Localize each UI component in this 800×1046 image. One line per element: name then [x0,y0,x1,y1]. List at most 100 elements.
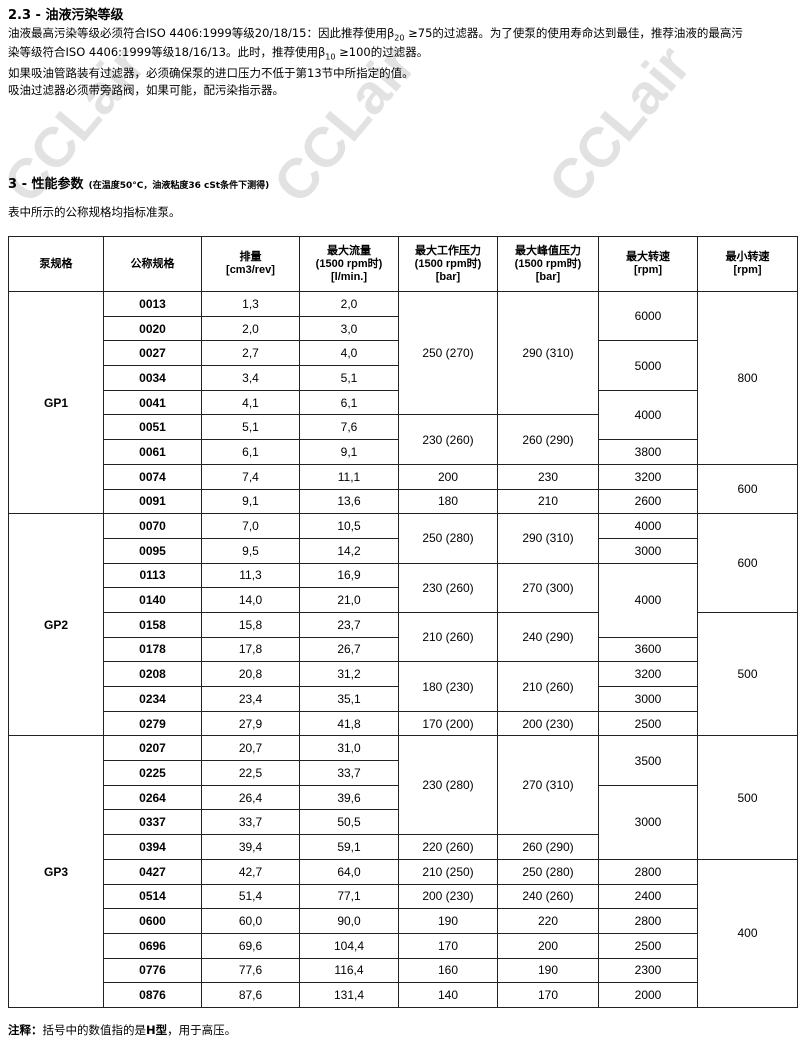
work-pressure-cell: 200 [398,463,498,490]
header-line: [cm3/rev] [226,264,275,276]
nominal-size-cell: 0091 [103,488,202,515]
footnote: 注释：括号中的数值指的是H型，用于高压。 [8,1023,237,1037]
section-3-heading: 3 - 性能参数 (在温度50°C，油液粘度36 cSt条件下测得) [8,173,269,192]
max-flow-cell: 11,1 [299,463,399,490]
section-2-3-title: 2.3 - 油液污染等级 [8,8,124,23]
table-row: GP3 0207 20,7 31,0 230 (280) 270 (310) 3500 500 [8,735,798,1008]
max-flow-cell: 4,0 [299,340,399,367]
max-flow-cell: 35,1 [299,686,399,712]
min-speed-cell: 500 [697,735,798,860]
max-flow-cell: 31,2 [299,661,399,687]
displacement-cell: 9,5 [201,537,300,564]
displacement-cell: 5,1 [201,414,300,441]
table-header-row: 泵规格 公称规格 排量 [cm3/rev] 最大流量 (1500 rpm时) [l/min.… [8,236,798,292]
nominal-size-cell: 0061 [103,439,202,465]
max-flow-cell: 104,4 [299,932,399,959]
min-speed-cell: 800 [697,291,798,465]
nominal-size-cell: 0207 [103,735,202,762]
work-pressure-cell: 250 (280) [398,513,498,564]
peak-pressure-cell: 240 (290) [497,611,599,663]
max-flow-cell: 5,1 [299,365,399,391]
section-3-condition: (在温度50°C，油液粘度36 cSt条件下测得) [88,181,270,191]
max-flow-cell: 3,0 [299,315,399,342]
max-speed-cell: 3200 [598,463,698,490]
nominal-size-cell: 0020 [103,315,202,342]
displacement-cell: 15,8 [201,611,300,638]
nominal-size-cell: 0051 [103,414,202,441]
max-flow-cell: 10,5 [299,513,399,539]
work-pressure-cell: 160 [398,957,498,984]
table-row: 0279 27,9 41,8 170 (200) 200 (230) 2500 [9,710,798,737]
table-row: GP1 0013 1,3 2,0 250 (270) 290 (310) 6000 800 [8,290,798,515]
work-pressure-cell: 170 [398,932,498,959]
min-speed-cell: 600 [697,463,798,515]
header-line: [rpm] [633,264,663,276]
max-flow-cell: 90,0 [299,908,399,934]
displacement-cell: 1,3 [201,291,300,317]
peak-pressure-cell: 270 (300) [497,562,599,613]
paragraph-line-4: 吸油过滤器必须带旁路阀，如果可能，配污染指示器。 [8,83,284,97]
table-row: 0041 4,1 6,1 4000 [9,389,798,441]
table-row: 0158 15,8 23,7 210 (260) 240 (290) 500 [9,611,798,737]
displacement-cell: 7,0 [201,513,300,539]
peak-pressure-cell: 170 [497,982,599,1008]
max-flow-cell: 13,6 [299,488,399,515]
displacement-cell: 51,4 [201,883,300,910]
max-flow-cell: 31,0 [299,735,399,762]
table-row: 0514 51,4 77,1 200 (230) 240 (260) 2400 [9,883,798,910]
min-speed-cell: 600 [697,513,798,613]
table-row: 0074 7,4 11,1 200 230 3200 600 [9,463,798,515]
work-pressure-cell: 230 (260) [398,562,498,613]
displacement-cell: 42,7 [201,858,300,885]
displacement-cell: 60,0 [201,908,300,934]
nominal-size-cell: 0041 [103,389,202,416]
work-pressure-cell: 180 (230) [398,661,498,712]
header-line: (1500 rpm时) [414,257,482,270]
max-speed-cell: 3500 [598,735,698,786]
work-pressure-cell: 200 (230) [398,883,498,910]
pump-size-cell: GP3 [8,735,104,1008]
table-row: 0027 2,7 4,0 5000 [9,340,798,391]
max-speed-cell: 2800 [598,908,698,934]
paragraph-line-3: 如果吸油管路装有过滤器，必须确保泵的进口压力不低于第13节中所指定的值。 [8,66,414,80]
peak-pressure-cell: 240 (260) [497,883,599,910]
displacement-cell: 2,7 [201,340,300,367]
header-line: [rpm] [733,264,762,276]
peak-pressure-cell: 250 (280) [497,858,599,885]
header-max-peak-pressure: 最大峰值压力 (1500 rpm时) [bar] [497,236,599,292]
table-row: 0234 23,4 35,1 3000 [9,686,798,712]
max-speed-cell: 3800 [598,439,698,465]
displacement-cell: 2,0 [201,315,300,342]
max-flow-cell: 33,7 [299,760,399,786]
nominal-size-cell: 0140 [103,587,202,613]
nominal-size-cell: 0208 [103,661,202,687]
header-line: 最大流量 [327,244,371,257]
max-flow-cell: 131,4 [299,982,399,1008]
nominal-size-cell: 0225 [103,760,202,786]
header-line: 泵规格 [39,257,73,270]
max-flow-cell: 9,1 [299,439,399,465]
nominal-size-cell: 0070 [103,513,202,539]
nominal-size-cell: 0427 [103,858,202,885]
max-speed-cell: 4000 [598,389,698,441]
max-flow-cell: 116,4 [299,957,399,984]
displacement-cell: 4,1 [201,389,300,416]
header-max-speed: 最大转速 [rpm] [598,236,698,292]
paragraph-line-1: 油液最高污染等级必须符合ISO 4406:1999等级20/18/15：因此推荐… [8,26,743,43]
nominal-size-cell: 0696 [103,932,202,959]
nominal-size-cell: 0074 [103,463,202,490]
header-line: 最小转速 [725,251,770,263]
max-flow-cell: 59,1 [299,834,399,860]
max-speed-cell: 2500 [598,710,698,737]
nominal-size-cell: 0600 [103,908,202,934]
work-pressure-cell: 230 (260) [398,414,498,465]
nominal-size-cell: 0034 [103,365,202,391]
table-row: 0113 11,3 16,9 230 (260) 270 (300) 4000 [9,562,798,638]
max-speed-cell: 3000 [598,784,698,860]
max-flow-cell: 41,8 [299,710,399,737]
work-pressure-cell: 140 [398,982,498,1008]
peak-pressure-cell: 220 [497,908,599,934]
work-pressure-cell: 180 [398,488,498,515]
section-3-title: 3 - 性能参数 [8,177,84,192]
max-speed-cell: 2000 [598,982,698,1008]
